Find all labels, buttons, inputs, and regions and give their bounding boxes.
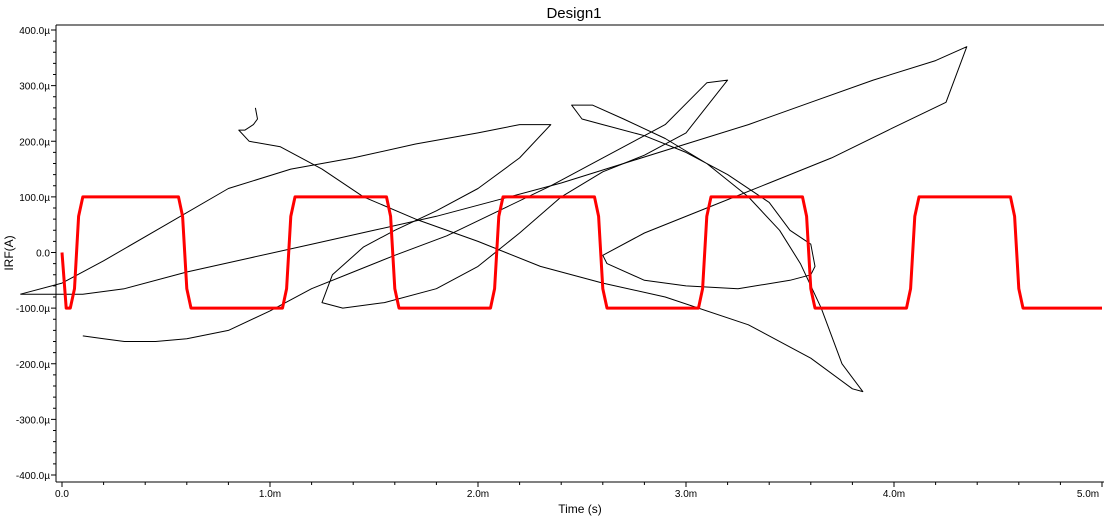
series-line-2	[20, 46, 968, 393]
x-tick-label: 5.0m	[1077, 489, 1099, 500]
series-line-1	[60, 195, 1102, 310]
y-tick-label: -100.0µ	[16, 304, 50, 315]
y-tick-label: -300.0µ	[16, 415, 50, 426]
x-tick-label: 3.0m	[675, 489, 697, 500]
y-tick-label: 400.0µ	[19, 26, 50, 37]
y-tick-label: -200.0µ	[16, 360, 50, 371]
series-line-3	[20, 79, 729, 342]
x-axis-title: Time (s)	[558, 502, 602, 516]
y-tick-label: 300.0µ	[19, 82, 50, 93]
y-tick-label: -400.0µ	[16, 471, 50, 482]
chart-title: Design1	[546, 5, 601, 22]
plot-area	[55, 24, 1104, 483]
y-tick-label: 0.0	[36, 249, 50, 260]
y-axis-title: IRF(A)	[2, 235, 16, 270]
x-axis-ticks: 0.0 1.0m 2.0m 3.0m 4.0m 5.0m	[55, 482, 1103, 500]
y-tick-label: 200.0µ	[19, 137, 50, 148]
x-tick-label: 1.0m	[259, 489, 281, 500]
y-tick-label: 100.0µ	[19, 193, 50, 204]
y-axis-ticks: 400.0µ 300.0µ 200.0µ 100.0µ 0.0 -100.0µ -200.0…	[16, 26, 56, 482]
x-tick-label: 4.0m	[883, 489, 905, 500]
x-tick-label: 2.0m	[467, 489, 489, 500]
x-tick-label: 0.0	[55, 489, 69, 500]
series-layer	[20, 46, 1102, 393]
